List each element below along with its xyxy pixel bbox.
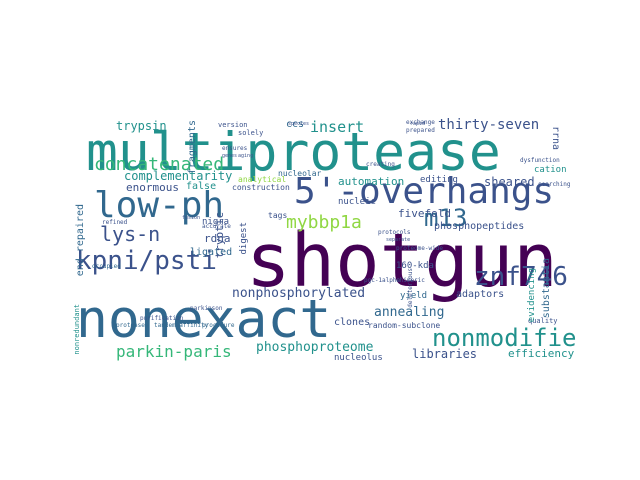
word-tags: tags — [268, 211, 288, 220]
word-species: species — [288, 121, 310, 127]
word-nucleolus: nucleolus — [334, 353, 383, 363]
word-creating: creating — [366, 161, 395, 168]
word-accurate: accurate — [202, 223, 231, 230]
word-exchange: exchange — [406, 119, 435, 126]
word-evidencing: evidencing — [527, 268, 537, 323]
word-proteome-wide: proteome-wide — [396, 245, 443, 252]
word-mybbp1a: mybbp1a — [286, 212, 362, 233]
word-annealing: annealing — [374, 305, 445, 320]
word-efficiency: efficiency — [508, 347, 575, 360]
word-genes: genes — [222, 153, 238, 159]
word-construction: construction — [232, 183, 290, 192]
word-chimeric: chimeric — [396, 277, 425, 284]
word-version: version — [218, 121, 248, 129]
word-rdna: rdna — [204, 232, 231, 245]
word-fusion: fusion — [182, 215, 201, 221]
word-shotgun: shotgun — [246, 218, 558, 304]
word-complementarity: complementarity — [124, 169, 233, 183]
word-searching: searching — [538, 181, 571, 188]
word-dysfunction: dysfunction — [520, 157, 560, 164]
word-procedure: procedure — [202, 322, 235, 329]
word-nigra: nigra — [202, 217, 230, 227]
word-low-ph: low-ph — [94, 185, 225, 226]
word-cation: cation — [534, 165, 567, 175]
word-cloud: shotgun multiprotease nonexact 5'-overha… — [72, 118, 576, 366]
word-false: false — [186, 181, 217, 192]
word-prepared: prepared — [406, 127, 435, 134]
word-rapid: rapid — [410, 121, 426, 127]
word-protocols: protocols — [378, 229, 411, 236]
word-lys-n: lys-n — [100, 222, 161, 246]
word-ccs: ccs — [286, 119, 305, 130]
word-ensures: ensures — [222, 145, 248, 152]
word-refined: refined — [102, 219, 128, 226]
word-tryptic: tryptic — [213, 212, 226, 259]
word-fivefold: fivefold — [398, 207, 451, 220]
word-fragments: fragments — [187, 120, 198, 175]
word-parkinson: parkinson — [190, 305, 223, 312]
word-sheared: sheared — [484, 175, 535, 189]
word-analytical: analytical — [238, 175, 287, 184]
word-enormous: enormous — [126, 181, 179, 194]
word-digest: digest — [239, 222, 249, 255]
word-random-subclone: random-subclone — [368, 321, 441, 330]
word-purification: purification — [140, 315, 184, 322]
word-kpni-psti: kpni/psti — [76, 246, 217, 276]
word-clones: clones — [334, 317, 371, 328]
word-5-overhangs: 5'-overhangs — [294, 171, 555, 212]
word-aging: aging — [238, 153, 254, 159]
word-nonphosphorylated: nonphosphorylated — [232, 286, 366, 301]
word-ligated: ligated — [190, 247, 233, 258]
word-yield: yield — [400, 291, 428, 301]
word-automation: automation — [338, 175, 405, 188]
word-nucleic: nucleic — [338, 197, 376, 207]
word-pgc-1alpha: pgc-1alpha — [364, 277, 401, 284]
word-nonexact: nonexact — [76, 289, 332, 350]
word-phosphopeptides: phosphopeptides — [434, 221, 525, 232]
word-adaptors: adaptors — [456, 289, 505, 300]
word-quality: quality — [528, 317, 558, 325]
word-solely: solely — [238, 129, 264, 137]
word-nonredundant: nonredundant — [73, 304, 81, 355]
word-editing: editing — [420, 175, 458, 185]
word-thirty-seven: thirty-seven — [438, 118, 540, 133]
word-concatenated: concatenated — [94, 154, 225, 175]
word-separate: separate — [386, 237, 411, 243]
word-libraries: libraries — [412, 347, 478, 361]
word-end-repaired: end-repaired — [75, 204, 86, 277]
word-m13: m13 — [424, 204, 468, 232]
word-parkin-paris: parkin-paris — [116, 342, 232, 361]
word-substantia: substantia — [541, 258, 552, 319]
word-trypsin: trypsin — [116, 119, 167, 133]
word-multiprotease: multiprotease — [86, 122, 501, 183]
word-160-kda: 160-kda — [396, 261, 434, 271]
word-nonmodified: nonmodified — [432, 324, 576, 352]
word-proteases: proteases — [116, 322, 149, 329]
word-deleterious: deleterious — [407, 268, 414, 308]
word-insert: insert — [310, 118, 365, 136]
word-occupied: occupied — [92, 263, 121, 270]
word-tandem-affinity: tandem-affinity — [154, 322, 209, 329]
word-znf746: znf746 — [474, 262, 568, 292]
word-nucleolar: nucleolar — [278, 169, 322, 178]
word-rrna: rrna — [550, 126, 561, 151]
word-phosphoproteome: phosphoproteome — [256, 340, 374, 355]
